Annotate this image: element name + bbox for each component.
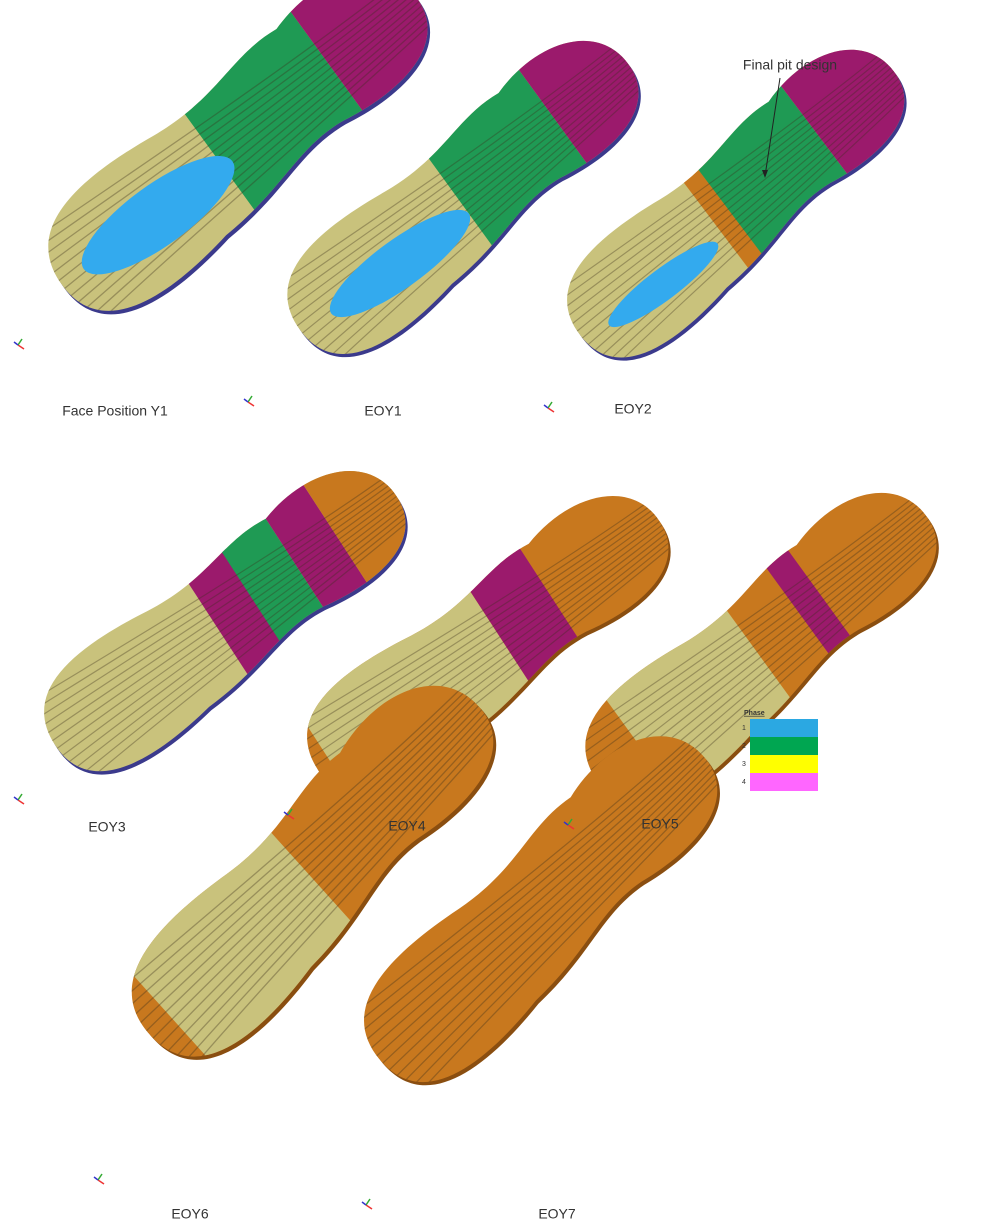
axis-y	[98, 1174, 102, 1180]
legend-swatch	[750, 719, 818, 737]
panel-label: EOY5	[641, 816, 679, 832]
axis-z	[94, 1177, 98, 1180]
axis-x	[98, 1180, 104, 1184]
legend-swatch	[750, 773, 818, 791]
legend-label: 4	[742, 779, 746, 786]
axis-icon	[244, 396, 254, 406]
axis-z	[544, 405, 548, 408]
panel-label: EOY2	[614, 401, 652, 417]
axis-icon	[94, 1174, 104, 1184]
annotation: Final pit design	[743, 57, 837, 73]
legend-swatch	[750, 737, 818, 755]
legend: Phase 1 2 3 4	[742, 710, 818, 791]
axis-y	[18, 339, 22, 345]
panel-label: EOY3	[88, 819, 126, 835]
legend-label: 1	[742, 725, 746, 732]
axis-y	[248, 396, 252, 402]
axis-icon	[14, 339, 24, 349]
legend-swatch	[750, 755, 818, 773]
axis-x	[18, 345, 24, 349]
axis-x	[248, 402, 254, 406]
axis-z	[14, 797, 18, 800]
panel-label: EOY4	[388, 818, 426, 834]
figure: Final pit design Phase 1 2 3 4 Face Positio…	[0, 0, 998, 1229]
panel-label: EOY1	[364, 403, 402, 419]
legend-title: Phase	[744, 710, 765, 717]
axis-x	[18, 800, 24, 804]
axis-z	[362, 1202, 366, 1205]
legend-items: 1 2 3 4	[742, 719, 818, 791]
axis-z	[14, 342, 18, 345]
legend-label: 2	[742, 743, 746, 750]
axis-icon	[362, 1199, 372, 1209]
axis-icon	[14, 794, 24, 804]
axis-x	[548, 408, 554, 412]
axis-y	[548, 402, 552, 408]
axis-y	[366, 1199, 370, 1205]
page: Final pit design Phase 1 2 3 4 Face Positio…	[0, 0, 998, 1229]
legend-label: 3	[742, 761, 746, 768]
panel-label: EOY7	[538, 1206, 576, 1222]
axis-z	[244, 399, 248, 402]
axis-icon	[544, 402, 554, 412]
pit-renders	[0, 0, 998, 1139]
axis-y	[18, 794, 22, 800]
panel-label: EOY6	[171, 1206, 209, 1222]
panel-label: Face Position Y1	[62, 403, 168, 419]
axis-x	[366, 1205, 372, 1209]
